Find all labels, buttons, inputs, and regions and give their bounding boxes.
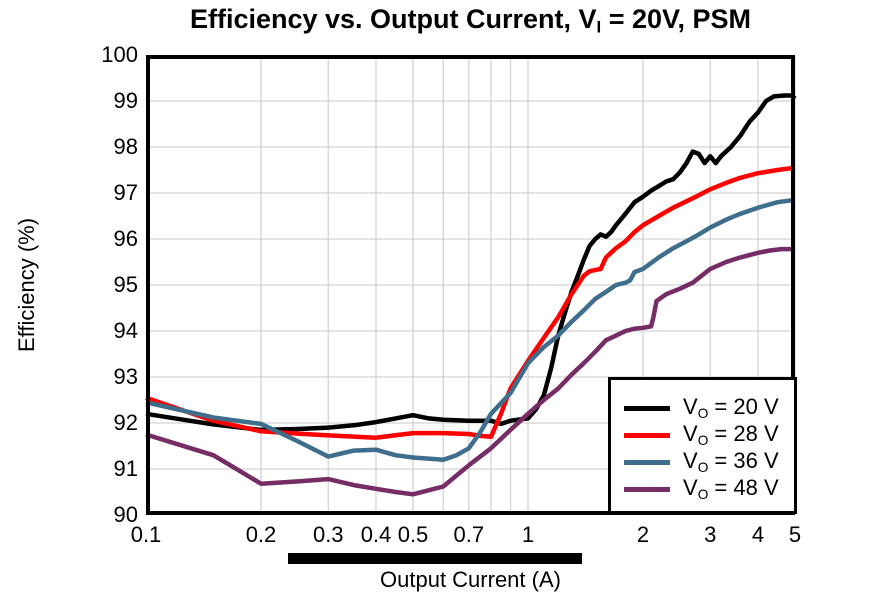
- curve-vo-28-v: [145, 165, 796, 440]
- x-tick-label: 3: [704, 522, 717, 547]
- y-tick-label: 92: [113, 410, 138, 435]
- legend: VO = 20 V VO = 28 V VO = 36 V VO = 48 V: [608, 377, 797, 514]
- y-tick-label: 97: [113, 180, 138, 205]
- x-tick-label: 0.1: [130, 522, 162, 547]
- y-tick-label: 94: [113, 318, 138, 343]
- x-tick-label: 0.5: [397, 522, 429, 547]
- y-tick-label: 96: [113, 226, 138, 251]
- chart-title-subscript: I: [596, 17, 602, 37]
- legend-label: VO = 36 V: [683, 448, 779, 476]
- legend-label: VO = 28 V: [683, 421, 779, 449]
- x-tick-label: 0.2: [245, 522, 277, 547]
- legend-label: VO = 20 V: [683, 394, 779, 422]
- y-tick-label: 93: [113, 364, 138, 389]
- legend-item: VO = 20 V: [611, 395, 794, 422]
- legend-item: VO = 36 V: [611, 449, 794, 476]
- x-tick-label: 1: [521, 522, 535, 547]
- x-tick-label: 4: [751, 522, 765, 547]
- y-tick-label: 99: [113, 88, 138, 113]
- y-tick-label: 91: [113, 456, 138, 481]
- legend-swatch: [624, 460, 670, 465]
- x-tick-label: 2: [636, 522, 650, 547]
- curve-vo-20-v: [145, 93, 797, 433]
- x-axis-label: Output Current (A): [380, 567, 561, 592]
- x-tick-label: 5: [788, 522, 802, 547]
- chart-title: Efficiency vs. Output Current, VI = 20V,…: [146, 4, 795, 38]
- legend-swatch: [624, 406, 670, 411]
- legend-item: VO = 48 V: [611, 476, 794, 503]
- x-tick-label: 0.4: [360, 522, 392, 547]
- plot-frame: [146, 55, 795, 515]
- y-tick-label: 90: [113, 502, 138, 527]
- chart-title-text: Efficiency vs. Output Current, V: [189, 4, 597, 34]
- y-tick-label: 95: [113, 272, 138, 297]
- x-tick-label: 0.7: [453, 522, 485, 547]
- x-axis-highlight-bar: [288, 553, 582, 564]
- y-tick-label: 100: [101, 42, 138, 67]
- curve-vo-36-v: [145, 197, 796, 463]
- legend-swatch: [624, 433, 670, 438]
- curve-vo-48-v: [145, 246, 795, 497]
- legend-swatch: [624, 487, 670, 492]
- legend-label: VO = 48 V: [683, 475, 779, 503]
- chart-title-suffix: = 20V, PSM: [601, 4, 752, 34]
- legend-item: VO = 28 V: [611, 422, 794, 449]
- x-tick-label: 0.3: [312, 522, 344, 547]
- y-tick-label: 98: [113, 134, 138, 159]
